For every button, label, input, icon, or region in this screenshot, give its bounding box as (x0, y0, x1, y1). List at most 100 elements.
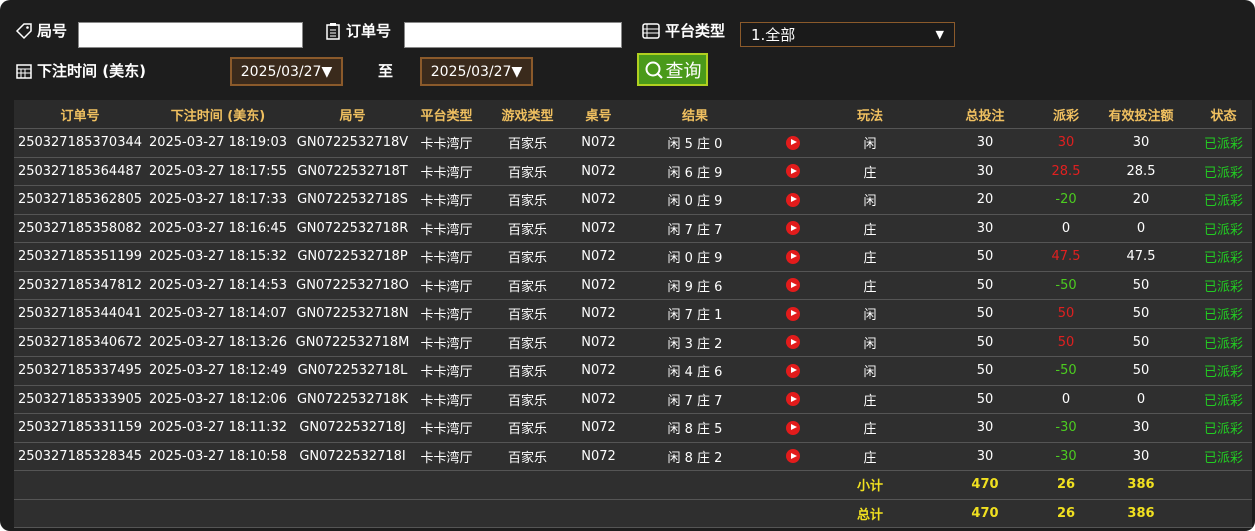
cell: 已派彩 (1195, 214, 1252, 243)
play-cell (770, 442, 815, 471)
cell: 30 (925, 157, 1045, 186)
header-cell: 桌号 (577, 100, 620, 129)
play-icon[interactable] (785, 278, 800, 293)
data-row: 250327185333905 2025-03-27 18:12:06 GN0722… (14, 385, 1252, 414)
cell: 已派彩 (1195, 413, 1252, 443)
cell: 已派彩 (1195, 356, 1252, 386)
play-icon[interactable] (785, 420, 800, 435)
play-cell (770, 242, 815, 272)
total-cell: 26 (1045, 499, 1087, 528)
cell: 闲 5 庄 0 (620, 128, 770, 158)
cell: 已派彩 (1195, 157, 1252, 186)
round-input[interactable] (78, 22, 303, 48)
cell: 50 (925, 299, 1045, 329)
play-icon[interactable] (785, 164, 800, 179)
cell: N072 (577, 413, 620, 443)
cell: -50 (1045, 271, 1087, 300)
order-input[interactable] (404, 22, 622, 48)
cell: 30 (925, 214, 1045, 243)
cell: 闲 8 庄 2 (620, 442, 770, 471)
header-row: 订单号 下注时间 (美东) 局号 平台类型 游戏类型 桌号 结果 玩法 总投注 派彩 有效投注额 状态 (14, 100, 1252, 129)
cell: GN0722532718N (290, 299, 415, 329)
cell: 闲 (815, 128, 925, 158)
cell: 闲 3 庄 2 (620, 328, 770, 357)
header-cell: 有效投注额 (1087, 100, 1195, 129)
cell: 250327185362805 (14, 185, 146, 215)
play-cell (770, 356, 815, 386)
cell: 卡卡湾厅 (415, 271, 478, 300)
cell: GN0722532718L (290, 356, 415, 386)
cell: 闲 7 庄 7 (620, 214, 770, 243)
empty-cell (14, 470, 146, 500)
round-label: 局号 (37, 22, 68, 40)
header-cell: 总投注 (925, 100, 1045, 129)
data-row: 250327185344041 2025-03-27 18:14:07 GN0722… (14, 299, 1252, 329)
header-cell: 游戏类型 (478, 100, 577, 129)
cell: 50 (1087, 271, 1195, 300)
records-table: 订单号 下注时间 (美东) 局号 平台类型 游戏类型 桌号 结果 玩法 总投注 派彩 有效投注额 状态… (14, 100, 1252, 528)
empty-cell (620, 470, 770, 500)
cell: 闲 (815, 299, 925, 329)
cell: 30 (925, 413, 1045, 443)
total-cell: 470 (925, 470, 1045, 500)
dropdown-arrow: ▼ (321, 63, 333, 80)
cell: 庄 (815, 157, 925, 186)
empty-cell (478, 470, 577, 500)
empty-cell (415, 499, 478, 528)
cell: 28.5 (1087, 157, 1195, 186)
total-cell: 小计 (815, 470, 925, 500)
cell: 已派彩 (1195, 299, 1252, 329)
total-cell: 26 (1045, 470, 1087, 500)
cell: 卡卡湾厅 (415, 242, 478, 272)
cell: 卡卡湾厅 (415, 413, 478, 443)
cell: 卡卡湾厅 (415, 214, 478, 243)
cell: 百家乐 (478, 157, 577, 186)
cell: GN0722532718M (290, 328, 415, 357)
play-icon[interactable] (785, 135, 800, 150)
cell: N072 (577, 157, 620, 186)
platform-select[interactable]: 1.全部 ▼ (740, 22, 955, 47)
total-row: 总计 470 26 386 (14, 499, 1252, 528)
cell: 2025-03-27 18:14:53 (146, 271, 290, 300)
cell: 20 (925, 185, 1045, 215)
data-row: 250327185362805 2025-03-27 18:17:33 GN0722… (14, 185, 1252, 215)
query-label: 查询 (665, 60, 702, 82)
cell: 百家乐 (478, 413, 577, 443)
cell: 百家乐 (478, 442, 577, 471)
cell: 50 (1045, 328, 1087, 357)
date-from[interactable]: 2025/03/27 ▼ (230, 57, 343, 86)
play-icon[interactable] (785, 392, 800, 407)
play-icon[interactable] (785, 363, 800, 378)
cell: -30 (1045, 413, 1087, 443)
cell: 50 (1045, 299, 1087, 329)
play-icon[interactable] (785, 449, 800, 464)
play-cell (770, 185, 815, 215)
cell: GN0722532718I (290, 442, 415, 471)
empty-cell (14, 499, 146, 528)
play-icon[interactable] (785, 192, 800, 207)
cell: 50 (925, 271, 1045, 300)
cell: 0 (1045, 385, 1087, 414)
cell: 50 (1087, 328, 1195, 357)
calendar-icon (16, 63, 32, 79)
empty-cell (146, 470, 290, 500)
cell: 已派彩 (1195, 242, 1252, 272)
cell: 250327185358082 (14, 214, 146, 243)
cell: 庄 (815, 242, 925, 272)
cell: 闲 6 庄 9 (620, 157, 770, 186)
time-label: 下注时间 (美东) (37, 62, 146, 80)
data-row: 250327185370344 2025-03-27 18:19:03 GN0722… (14, 128, 1252, 158)
empty-cell (620, 499, 770, 528)
cell: 百家乐 (478, 242, 577, 272)
play-icon[interactable] (785, 249, 800, 264)
date-to[interactable]: 2025/03/27 ▼ (420, 57, 533, 86)
play-icon[interactable] (785, 306, 800, 321)
cell: 28.5 (1045, 157, 1087, 186)
play-icon[interactable] (785, 221, 800, 236)
play-icon[interactable] (785, 335, 800, 350)
query-button[interactable]: 查询 (637, 53, 708, 86)
play-cell (770, 214, 815, 243)
cell: GN0722532718S (290, 185, 415, 215)
cell: 卡卡湾厅 (415, 299, 478, 329)
platform-label-wrap: 平台类型 (641, 20, 725, 41)
